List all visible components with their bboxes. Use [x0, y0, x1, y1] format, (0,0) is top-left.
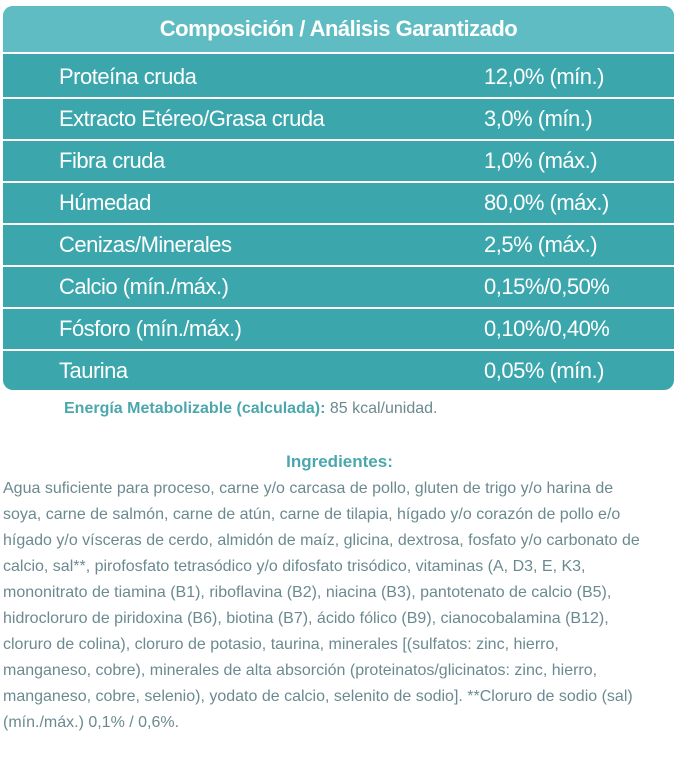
row-label: Cenizas/Minerales [59, 232, 232, 257]
row-value: 0,05% (mín.) [484, 358, 604, 383]
row-label: Fósforo (mín./máx.) [59, 316, 242, 341]
row-value: 12,0% (mín.) [484, 64, 604, 89]
ingredients-line: manganeso, cobre, selenio), yodato de ca… [3, 688, 633, 705]
row-divider [3, 52, 674, 54]
row-value: 1,0% (máx.) [484, 148, 598, 173]
row-label: Proteína cruda [59, 64, 197, 89]
row-label: Fibra cruda [59, 148, 165, 173]
row-divider [3, 265, 674, 267]
row-divider [3, 139, 674, 141]
row-value: 80,0% (máx.) [484, 190, 609, 215]
table-row: Taurina 0,05% (mín.) [3, 352, 674, 390]
row-value: 2,5% (máx.) [484, 232, 598, 257]
row-value: 0,15%/0,50% [484, 274, 610, 299]
ingredients-line: manganeso, cobre), minerales de alta abs… [3, 662, 598, 679]
ingredients-line: hígado y/o vísceras de cerdo, almidón de… [3, 532, 640, 549]
row-value: 0,10%/0,40% [484, 316, 610, 341]
table-header: Composición / Análisis Garantizado [3, 6, 674, 52]
ingredients-line: soya, carne de salmón, carne de atún, ca… [3, 506, 621, 523]
ingredients-text: Agua suficiente para proceso, carne y/o … [3, 476, 679, 736]
row-divider [3, 307, 674, 309]
ingredients-line: mononitrato de tiamina (B1), riboflavina… [3, 584, 612, 601]
analysis-table: Composición / Análisis Garantizado Prote… [3, 6, 674, 390]
ingredients-line: calcio, sal**, pirofosfato tetrasódico y… [3, 558, 586, 575]
row-label: Taurina [59, 358, 128, 383]
row-divider [3, 223, 674, 225]
table-row: Proteína cruda 12,0% (mín.) [3, 58, 674, 98]
ingredients-line: Agua suficiente para proceso, carne y/o … [3, 480, 614, 497]
table-row: Extracto Etéreo/Grasa cruda 3,0% (mín.) [3, 100, 674, 140]
table-row: Cenizas/Minerales 2,5% (máx.) [3, 226, 674, 266]
energy-value: 85 kcal/unidad. [325, 400, 438, 417]
table-row: Fibra cruda 1,0% (máx.) [3, 142, 674, 182]
ingredients-title: Ingredientes: [286, 452, 393, 471]
energy-label: Energía Metabolizable (calculada): [64, 400, 326, 417]
row-divider [3, 349, 674, 351]
table-row: Calcio (mín./máx.) 0,15%/0,50% [3, 268, 674, 308]
table-row: Húmedad 80,0% (máx.) [3, 184, 674, 224]
row-label: Extracto Etéreo/Grasa cruda [59, 106, 325, 131]
table-title: Composición / Análisis Garantizado [159, 16, 518, 41]
row-label: Calcio (mín./máx.) [59, 274, 229, 299]
row-value: 3,0% (mín.) [484, 106, 593, 131]
energy-line: Energía Metabolizable (calculada): 85 kc… [64, 400, 437, 418]
row-divider [3, 181, 674, 183]
row-divider [3, 97, 674, 99]
row-label: Húmedad [59, 190, 151, 215]
ingredients-line: hidrocloruro de piridoxina (B6), biotina… [3, 610, 609, 627]
ingredients-line: cloruro de colina), cloruro de potasio, … [3, 636, 559, 653]
table-row: Fósforo (mín./máx.) 0,10%/0,40% [3, 310, 674, 350]
ingredients-line: (mín./máx.) 0,1% / 0,6%. [3, 714, 180, 731]
